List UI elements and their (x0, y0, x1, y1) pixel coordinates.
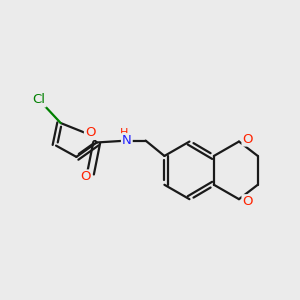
Text: O: O (80, 170, 91, 183)
Text: Cl: Cl (33, 93, 46, 106)
Text: O: O (85, 126, 95, 139)
Text: O: O (242, 133, 253, 146)
Text: O: O (242, 195, 253, 208)
Text: H: H (120, 128, 128, 138)
Text: N: N (122, 134, 132, 147)
